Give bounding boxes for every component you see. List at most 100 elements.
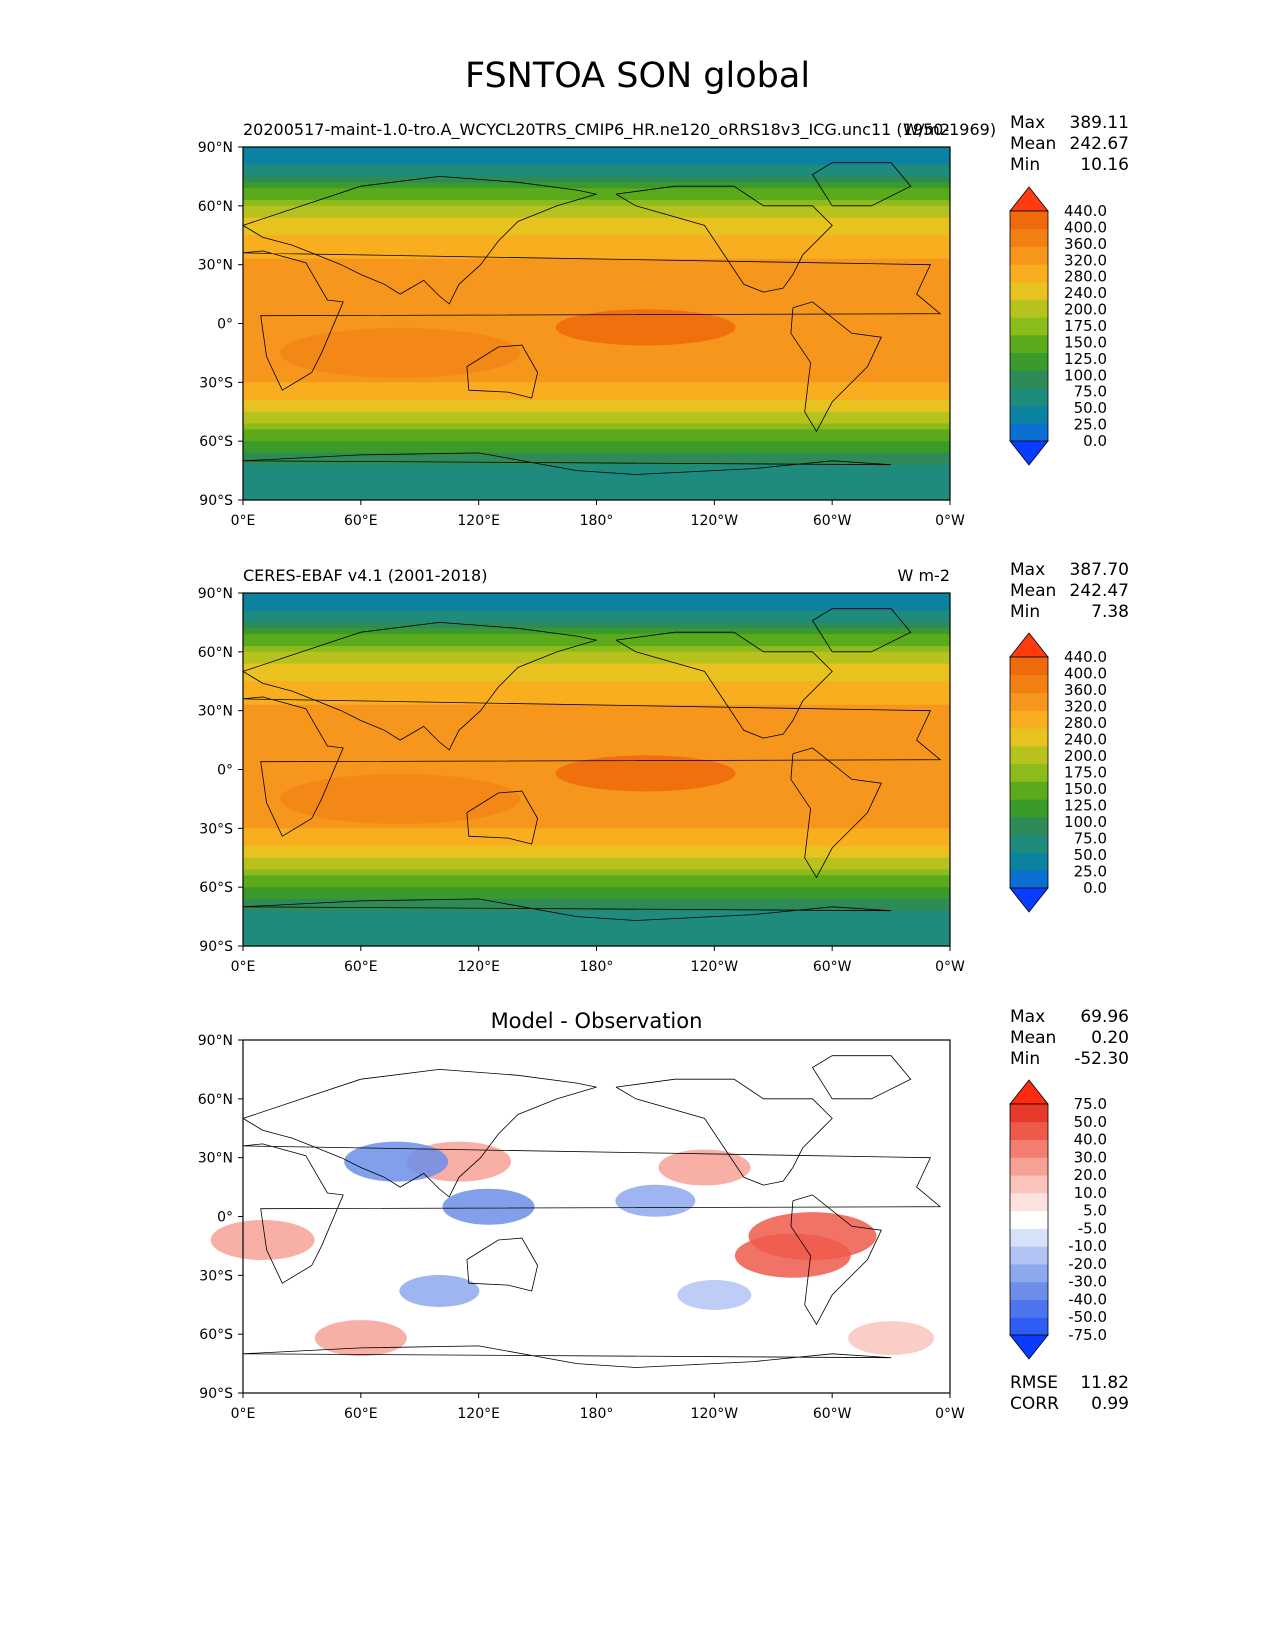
coastlines [242, 1055, 942, 1368]
colorbar-label: -20.0 [1068, 1255, 1107, 1273]
field-band [243, 352, 950, 360]
field-band [243, 411, 950, 419]
stat-label: Max [1010, 1007, 1045, 1027]
field-band [243, 722, 950, 729]
field-band [243, 299, 950, 307]
colorbar-segment [1010, 1121, 1048, 1141]
field-band [243, 464, 950, 472]
x-tick-label: 120°E [457, 1406, 500, 1422]
coastline [242, 898, 892, 921]
colorbar-segment [1010, 692, 1048, 711]
field-band [243, 417, 950, 425]
field-band [243, 693, 950, 700]
field-band [243, 804, 950, 812]
panel-model: 0°E 60°E 120°E 180° 120°W 60°W 0°W 90°N 60°N 30°N… [198, 113, 1129, 529]
stat-label: Min [1010, 602, 1040, 622]
colorbar-segment [1010, 745, 1048, 765]
field-band [243, 940, 950, 947]
coastline [242, 175, 597, 305]
colorbar-label: 5.0 [1083, 1202, 1107, 1220]
stat-value: 242.47 [1070, 581, 1129, 601]
colorbar-segment [1010, 1228, 1048, 1247]
colorbar-segment [1010, 1246, 1048, 1265]
field-band [243, 429, 950, 436]
colorbar-segment [1010, 370, 1048, 389]
field-band [243, 863, 950, 871]
field-band [243, 681, 950, 688]
field-band [243, 388, 950, 395]
field-band [243, 616, 950, 624]
field-band [243, 358, 950, 366]
colorbar-label: 0.0 [1083, 879, 1107, 897]
colorbar-segment [1010, 317, 1048, 336]
field-maximum [555, 309, 736, 346]
field-band [243, 675, 950, 682]
field-band [243, 158, 950, 166]
coastline [811, 608, 912, 653]
colorbar-segment [1010, 405, 1048, 424]
coastline [615, 185, 833, 293]
x-tick-label: 60°E [344, 1406, 378, 1422]
colorbar-segment [1010, 1175, 1048, 1194]
coastline [790, 1194, 882, 1326]
stat-value: 7.38 [1091, 602, 1129, 622]
field-band [243, 241, 950, 248]
y-tick-label: 0° [217, 763, 233, 779]
field-band [243, 910, 950, 918]
colorbar-extend-min [1009, 1334, 1049, 1360]
colorbar-extend-max [1009, 632, 1049, 658]
y-tick-label: 90°S [199, 493, 233, 509]
field-band [243, 704, 950, 712]
stat-label: RMSE [1010, 1373, 1058, 1393]
stat-label: CORR [1010, 1394, 1059, 1414]
field-band [243, 604, 950, 612]
x-tick-label: 120°E [457, 513, 500, 529]
colorbar-label: 20.0 [1074, 1166, 1107, 1184]
stat-value: 0.99 [1091, 1394, 1129, 1414]
field-band [243, 898, 950, 906]
field-band [243, 194, 950, 201]
panel-difference: 0°E 60°E 120°E 180° 120°W 60°W 0°W 90°N 60°N 30°N… [198, 1007, 1129, 1422]
x-tick-label: 120°E [457, 959, 500, 975]
field-band [243, 452, 950, 460]
field-band [243, 645, 950, 653]
y-tick-label: 90°N [198, 586, 233, 602]
colorbar-frame [1009, 1103, 1049, 1336]
colorbar-extend-min [1009, 440, 1049, 466]
anomaly-pos [314, 1320, 407, 1357]
colorbar-frame [1009, 210, 1049, 442]
colorbar-label: 150.0 [1064, 780, 1107, 798]
x-tick-label: 60°W [813, 513, 852, 529]
y-tick-label: 90°N [198, 140, 233, 156]
colorbar: -75.0-50.0-40.0-30.0-20.0-10.0-5.05.010.… [1009, 1079, 1107, 1360]
map-field [243, 147, 950, 501]
field-band [243, 657, 950, 665]
colorbar-label: 240.0 [1064, 284, 1107, 302]
anomaly-pos [848, 1321, 935, 1356]
field-band [243, 881, 950, 888]
coastline [466, 790, 539, 845]
field-band [243, 698, 950, 706]
coastline [615, 631, 833, 739]
colorbar-label: 100.0 [1064, 813, 1107, 831]
colorbar-label: 440.0 [1064, 202, 1107, 220]
colorbar-label: 200.0 [1064, 301, 1107, 319]
y-tick-label: 60°N [198, 1092, 233, 1108]
colorbar-segment [1010, 264, 1048, 283]
field-band [243, 441, 950, 448]
stat-value: 389.11 [1070, 113, 1129, 133]
field-band [243, 458, 950, 466]
colorbar-segment [1010, 834, 1048, 853]
field-band [243, 176, 950, 183]
y-tick-label: 60°S [199, 880, 233, 896]
field-band [243, 840, 950, 847]
field-band [243, 628, 950, 635]
colorbar-segment [1010, 387, 1048, 407]
field-band [243, 447, 950, 454]
stat-label: Max [1010, 113, 1045, 133]
colorbar-segment [1010, 1317, 1048, 1336]
colorbar-extend-max [1009, 186, 1049, 212]
field-band [243, 282, 950, 289]
stat-value: 242.67 [1070, 134, 1129, 154]
field-band [243, 276, 950, 283]
